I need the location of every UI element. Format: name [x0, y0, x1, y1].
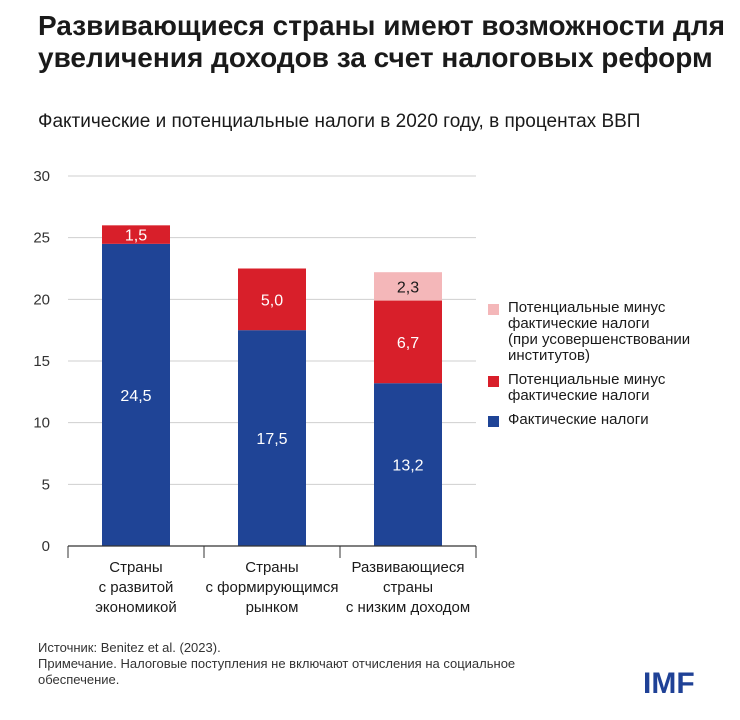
footnote: Примечание. Налоговые поступления не вкл… [38, 656, 516, 687]
bar-segment [102, 225, 170, 244]
bar-segment [102, 243, 170, 547]
legend-label: Потенциальные минус фактические налоги [508, 371, 666, 404]
imf-logo: IMF [643, 667, 695, 700]
bar-segment [374, 383, 442, 546]
x-category-label: Страны с формирующимся рынком [206, 559, 339, 616]
y-tick-label: 25 [33, 230, 50, 247]
legend-item-potential-minus-actual: Потенциальные минус фактические налоги [488, 372, 728, 404]
bar-segment [238, 330, 306, 546]
chart-subtitle: Фактические и потенциальные налоги в 202… [38, 111, 641, 132]
chart-title: Развивающиеся страны имеют возможности д… [38, 10, 725, 73]
legend-swatch [488, 416, 499, 427]
x-category-label: Развивающиеся страны с низким доходом [346, 559, 470, 616]
stacked-bar-chart: 0 5 10 15 20 25 30 24,5 1,5 Страны с развитой эконо… [33, 168, 477, 616]
y-tick-label: 10 [33, 415, 50, 432]
legend-label: Фактические налоги [508, 411, 649, 428]
data-label: 17,5 [256, 431, 287, 448]
y-tick-label: 5 [42, 476, 50, 493]
y-tick-label: 0 [42, 538, 50, 555]
bar-segment [374, 272, 442, 301]
legend-label: Потенциальные минус фактические налоги (… [508, 299, 691, 364]
y-tick-label: 20 [33, 291, 50, 308]
bar-segment [374, 300, 442, 384]
legend-item-potential-institutions: Потенциальные минус фактические налоги (… [488, 300, 728, 364]
y-tick-label: 30 [33, 168, 50, 185]
legend-swatch [488, 304, 499, 315]
data-label: 24,5 [120, 388, 151, 405]
bar-segment [238, 268, 306, 331]
legend-item-actual-taxes: Фактические налоги [488, 412, 728, 428]
x-category-label: Страны с развитой экономикой [95, 559, 177, 616]
y-tick-label: 15 [33, 353, 50, 370]
data-label: 2,3 [397, 279, 419, 296]
source-note: Источник: Benitez et al. (2023). [38, 640, 221, 655]
data-label: 6,7 [397, 335, 419, 352]
data-label: 13,2 [392, 458, 423, 475]
legend-swatch [488, 376, 499, 387]
footer: Источник: Benitez et al. (2023). Примеча… [38, 640, 598, 688]
data-label: 5,0 [261, 292, 283, 309]
data-label: 1,5 [125, 228, 147, 245]
legend: Потенциальные минус фактические налоги (… [488, 300, 728, 436]
